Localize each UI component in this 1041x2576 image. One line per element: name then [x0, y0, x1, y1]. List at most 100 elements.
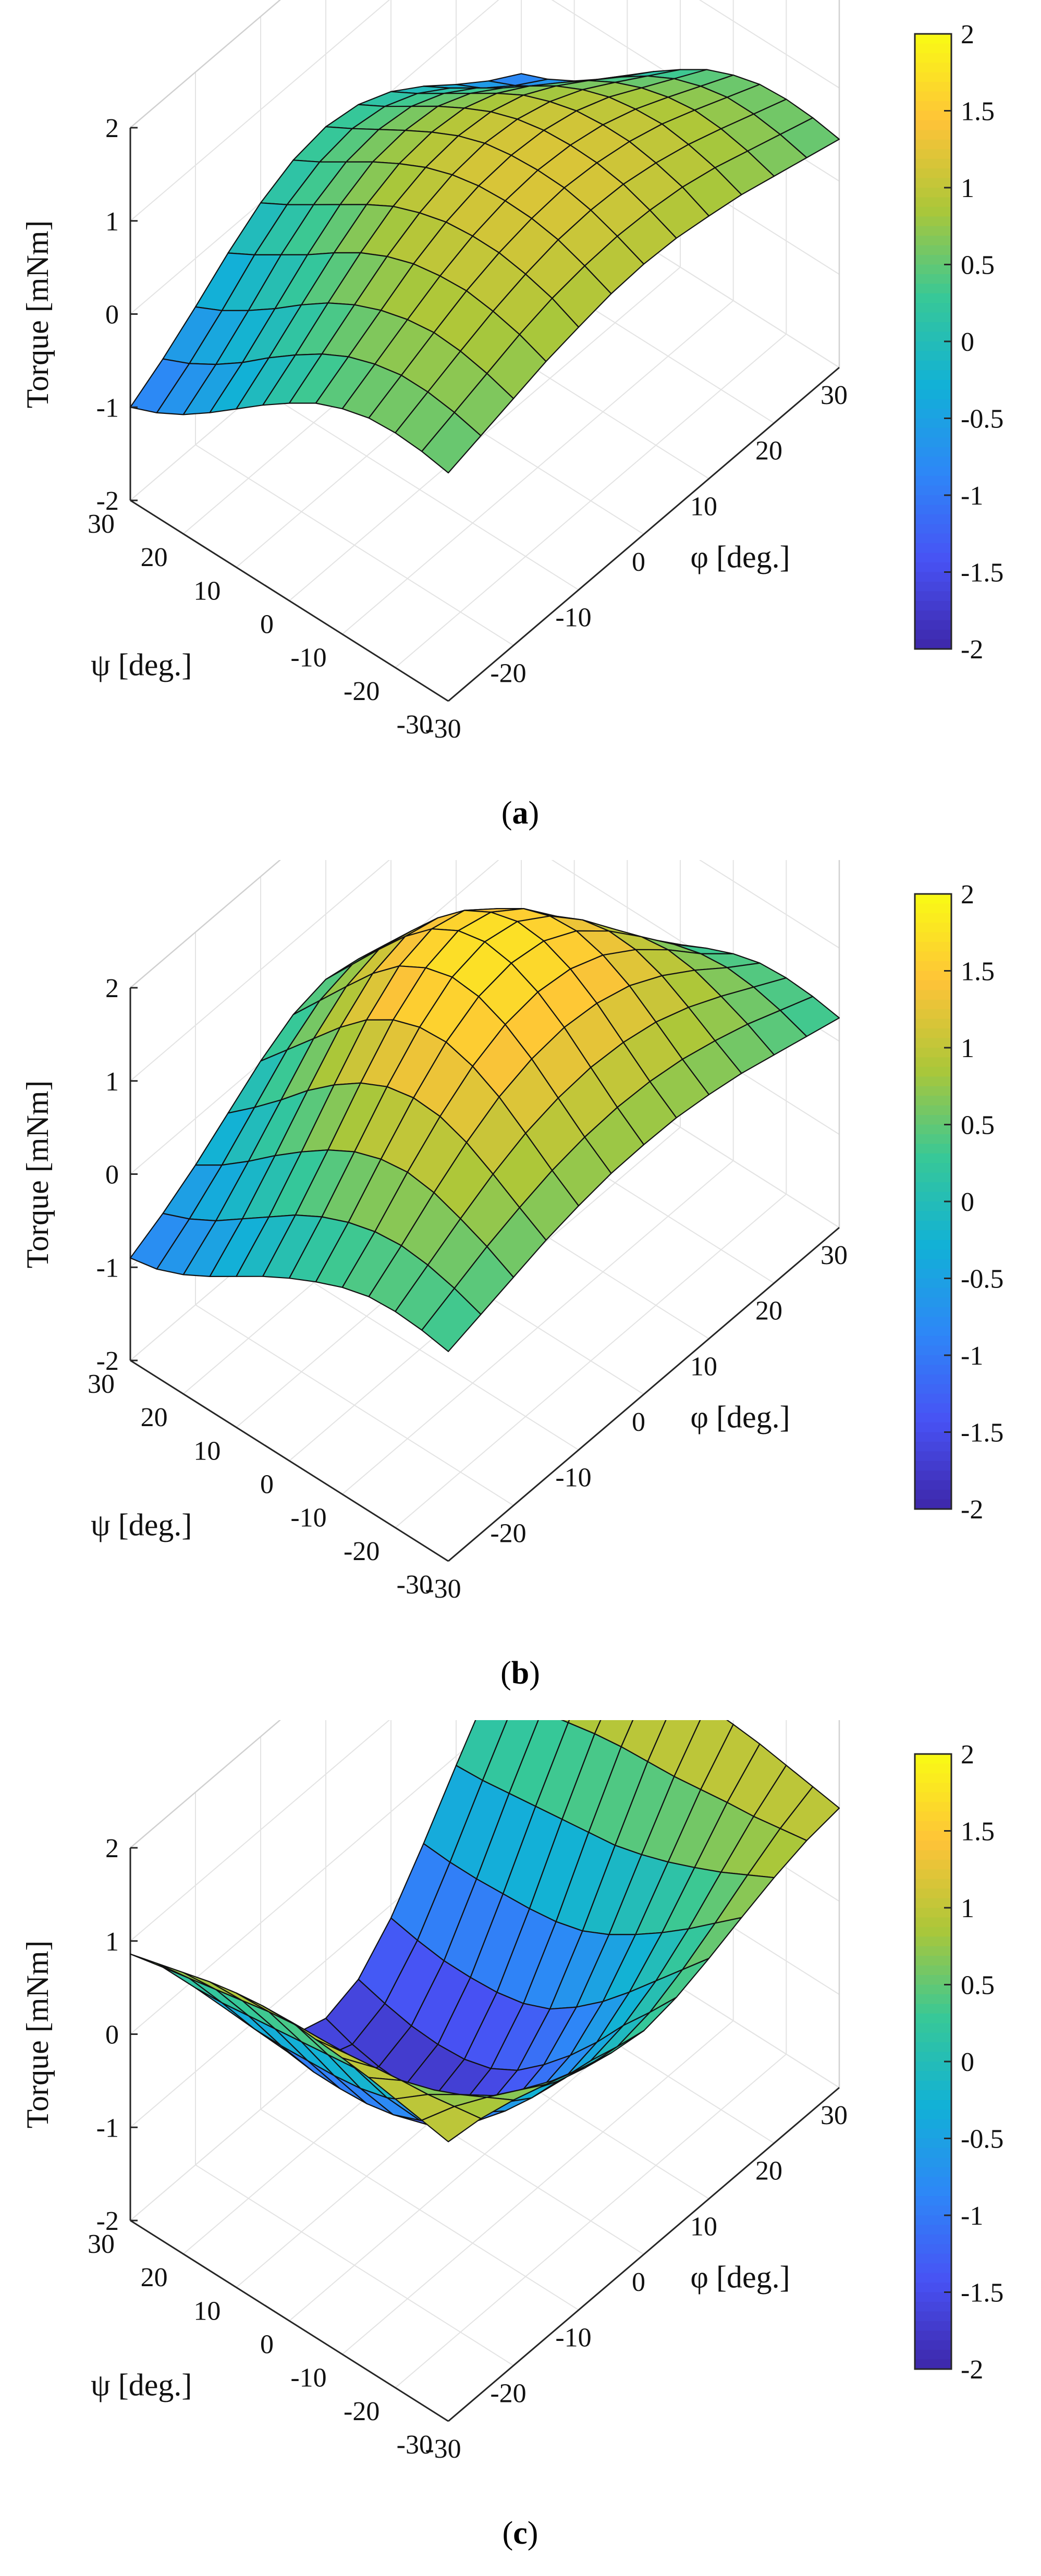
colorbar-swatch [915, 2062, 951, 2072]
labels-b: 210-1-23020100-10-20-30-30-20-100102030T… [20, 974, 848, 1691]
colorbar-swatch [915, 1028, 951, 1039]
colorbar-swatch [915, 1802, 951, 1812]
colorbar-swatch [915, 1754, 951, 1764]
z-tick-label: 2 [105, 974, 119, 1003]
z-tick-label: 0 [105, 2020, 119, 2050]
colorbar-swatch [915, 149, 951, 160]
colorbar-swatch [915, 1307, 951, 1318]
colorbar-swatch [915, 1470, 951, 1481]
colorbar-swatch [915, 980, 951, 991]
grid-line [289, 266, 681, 602]
colorbar-tick-label: 0.5 [961, 1111, 995, 1140]
colorbar-swatch [915, 447, 951, 458]
colorbar-swatch [915, 1048, 951, 1058]
colorbar-swatch [915, 2129, 951, 2139]
z-tick-label: 2 [105, 114, 119, 143]
z-tick-label: -1 [96, 393, 119, 423]
colorbar-swatch [915, 2157, 951, 2168]
colorbar-swatch [915, 399, 951, 410]
colorbar-swatch [915, 53, 951, 64]
colorbar-swatch [915, 1490, 951, 1500]
x-tick-label: 0 [632, 547, 645, 577]
colorbar-swatch [915, 418, 951, 428]
colorbar-swatch [915, 427, 951, 438]
z-tick-label: 0 [105, 1160, 119, 1190]
labels-c: 210-1-23020100-10-20-30-30-20-100102030T… [20, 1834, 848, 2551]
colorbar-swatch [915, 197, 951, 207]
z-axis-label: Torque [mNm] [20, 220, 55, 409]
x-tick-label: 20 [755, 436, 782, 466]
colorbar-swatch [915, 2292, 951, 2302]
x-tick-label: 0 [632, 2267, 645, 2297]
x-tick-label: -20 [490, 2378, 526, 2408]
colorbar-swatch [915, 457, 951, 467]
colorbar-swatch [915, 130, 951, 140]
colorbar-swatch [915, 1393, 951, 1404]
colorbar-swatch [915, 932, 951, 943]
colorbar-swatch [915, 1499, 951, 1510]
colorbar-swatch [915, 2215, 951, 2226]
colorbar-swatch [915, 303, 951, 313]
colorbar-swatch [915, 1240, 951, 1250]
y-tick-label: 20 [141, 543, 168, 572]
y-tick-label: -20 [344, 1537, 379, 1566]
colorbar-swatch [915, 639, 951, 649]
colorbar-swatch [915, 1182, 951, 1193]
colorbar-swatch [915, 600, 951, 611]
colorbar-swatch [915, 2234, 951, 2245]
colorbar-swatch [915, 1917, 951, 1928]
panel-caption: (b) [500, 1655, 540, 1691]
colorbar-swatch [915, 437, 951, 448]
y-tick-label: 30 [88, 2229, 115, 2259]
colorbar-swatch [915, 178, 951, 188]
colorbar-swatch [915, 216, 951, 227]
colorbar-tick-label: 0 [961, 327, 974, 357]
y-tick-label: 10 [193, 2296, 221, 2326]
colorbar-swatch [915, 1345, 951, 1356]
colorbar-swatch [915, 2042, 951, 2053]
surface-patch [156, 1962, 217, 1990]
colorbar-swatch [915, 2177, 951, 2187]
colorbar-tick-label: -1 [961, 2201, 983, 2231]
grid-line [130, 0, 840, 222]
colorbar-swatch [915, 101, 951, 112]
colorbar-swatch [915, 476, 951, 486]
colorbar-b: 2 1.5 1 0.5 0 -0.5 -1 -1.5 -2 [914, 880, 1003, 1525]
colorbar-swatch [915, 1124, 951, 1135]
surface-patch [421, 412, 482, 474]
colorbar-swatch [915, 2321, 951, 2332]
grid-line [342, 300, 734, 635]
y-tick-label: -10 [290, 643, 326, 673]
grid-line [342, 1160, 734, 1495]
colorbar-swatch [915, 1355, 951, 1366]
colorbar-swatch [915, 82, 951, 92]
colorbar-swatch [915, 923, 951, 933]
grid-line [395, 334, 787, 668]
colorbar-swatch [915, 1792, 951, 1803]
colorbar-swatch [915, 312, 951, 323]
colorbar-swatch [915, 1230, 951, 1241]
y-tick-label: -30 [397, 1570, 433, 1600]
colorbar-swatch [915, 2023, 951, 2033]
colorbar-swatch [915, 1956, 951, 1966]
colorbar-tick-label: 1 [961, 174, 974, 203]
grid-line [342, 2020, 734, 2355]
colorbar-swatch [915, 1811, 951, 1822]
colorbar-swatch [915, 1249, 951, 1260]
colorbar-swatch [915, 1019, 951, 1029]
surface-a [129, 69, 840, 474]
colorbar-swatch [915, 120, 951, 131]
box-edge [130, 860, 281, 988]
colorbar-tick-label: -2 [961, 635, 983, 665]
colorbar-swatch [915, 903, 951, 914]
x-tick-label: -30 [425, 2434, 461, 2464]
y-tick-label: 10 [193, 1436, 221, 1466]
colorbar-swatch [915, 293, 951, 304]
colorbar-swatch [915, 1365, 951, 1375]
colorbar-swatch [915, 1211, 951, 1221]
colorbar-tick-label: 1.5 [961, 97, 995, 127]
surface-c [129, 1720, 840, 2142]
colorbar-tick-label: -2 [961, 2355, 983, 2385]
colorbar-swatch [915, 111, 951, 121]
colorbar-swatch [915, 1220, 951, 1231]
